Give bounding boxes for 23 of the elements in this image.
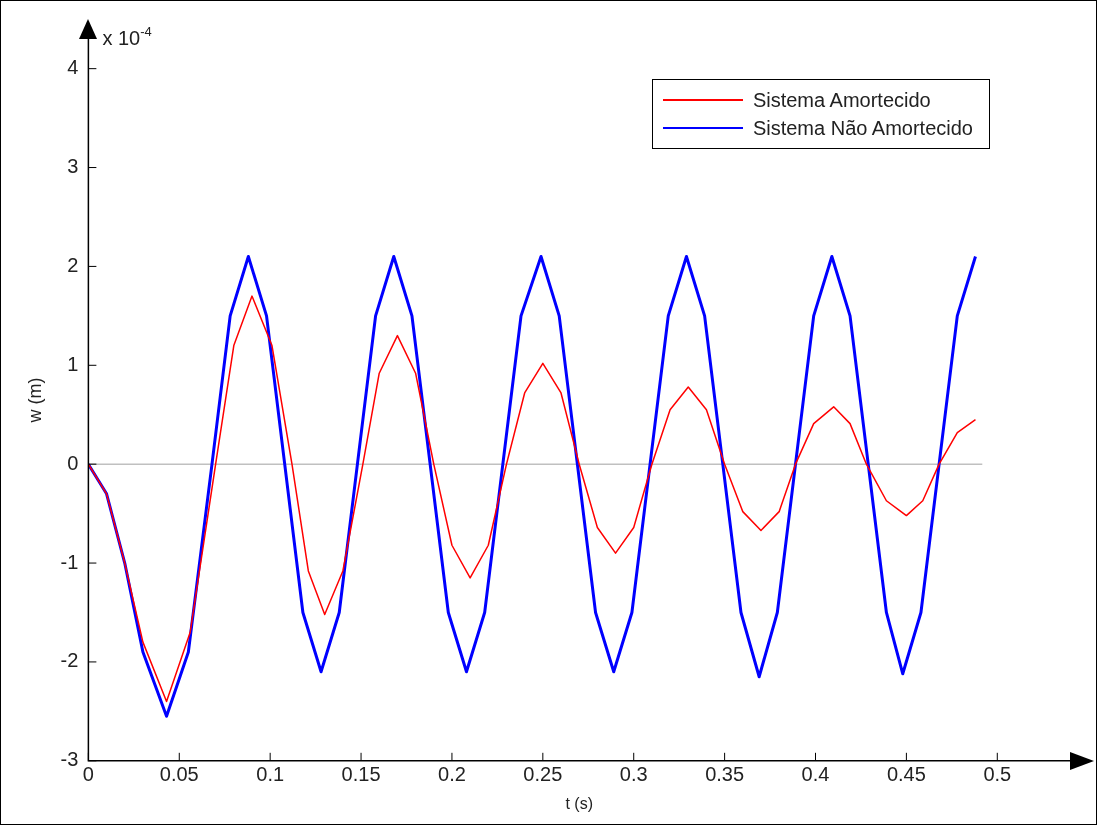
x-tick-label: 0.4: [801, 763, 830, 786]
y-tick-label: -2: [60, 649, 79, 672]
legend-label: Sistema Amortecido: [752, 88, 931, 112]
x-tick-label: 0.1: [256, 763, 285, 786]
y-tick-label: 0: [67, 451, 79, 474]
x-tick-label: 0.2: [438, 763, 466, 786]
y-tick-label: -1: [60, 550, 79, 573]
x-tick-label: 0.05: [159, 763, 199, 786]
x-tick-label: 0.5: [983, 763, 1012, 786]
y-tick-label: 2: [67, 253, 79, 276]
x-tick-label: 0.25: [523, 763, 563, 786]
x-tick-label: 0.45: [886, 763, 926, 786]
y-tick-label: -3: [60, 748, 79, 771]
y-axis-title: w (m): [24, 377, 45, 424]
y-tick-label: 3: [67, 155, 79, 178]
y-tick-label: 1: [67, 352, 79, 375]
x-tick-label: 0.35: [705, 763, 745, 786]
y-tick-label: 4: [67, 56, 79, 79]
x-tick-label: 0.3: [619, 763, 648, 786]
x-tick-label: 0: [82, 763, 94, 786]
legend-label: Sistema Não Amortecido: [752, 116, 973, 140]
x-axis-title: t (s): [565, 794, 593, 812]
x-tick-label: 0.15: [341, 763, 381, 786]
